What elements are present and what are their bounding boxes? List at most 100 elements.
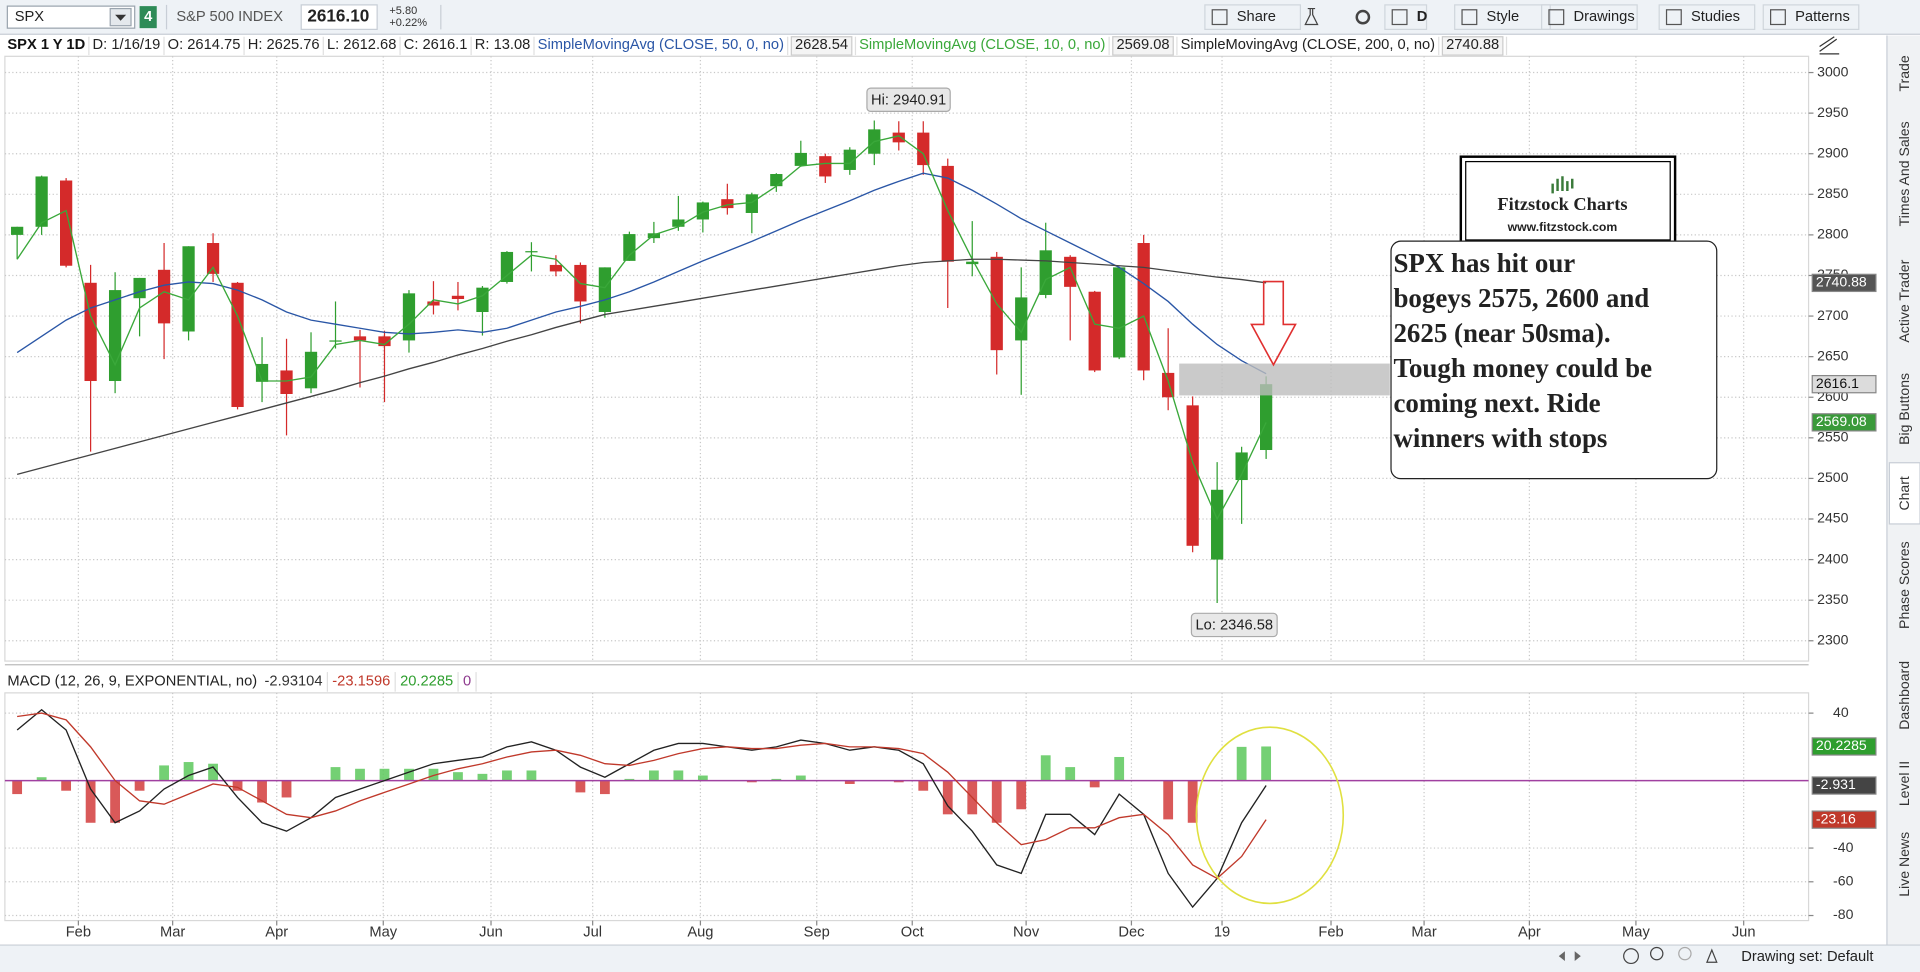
candle-body <box>476 287 489 313</box>
info-item: SimpleMovingAvg (CLOSE, 10, 0, no) <box>859 37 1105 53</box>
zoom-out-icon[interactable] <box>1678 946 1692 961</box>
histogram-bar <box>502 770 512 781</box>
x-tick-label: Sep <box>804 925 830 941</box>
crosshair-icon[interactable] <box>1623 948 1639 965</box>
histogram-bar <box>159 765 169 781</box>
toolbar-button[interactable] <box>1541 4 1638 30</box>
status-bar <box>0 945 1920 972</box>
candle-body <box>353 336 367 341</box>
note-line: 2625 (near 50sma). <box>1393 318 1610 348</box>
sidebar-tab[interactable]: Trade <box>1896 55 1912 91</box>
last-box <box>300 4 378 30</box>
dropdown-arrow <box>115 14 127 21</box>
highlight-circle <box>1195 726 1345 905</box>
change-pct: +0.22% <box>389 17 427 29</box>
y-tick-label: -80 <box>1833 906 1854 922</box>
toolbar-button-label: Share <box>1237 9 1276 25</box>
candle-body <box>819 156 832 177</box>
info-item: SimpleMovingAvg (CLOSE, 50, 0, no) <box>538 37 784 53</box>
logo-url: www.fitzstock.com <box>1507 220 1618 234</box>
sidebar-tab[interactable]: Active Trader <box>1896 259 1912 342</box>
toolbar-button-label: Patterns <box>1795 9 1850 25</box>
info-item: H: 2625.76 <box>248 37 320 53</box>
histogram-bar <box>893 780 904 783</box>
toolbar-button[interactable] <box>1658 4 1756 30</box>
x-tick-label: Feb <box>66 925 91 941</box>
candle-body <box>966 261 979 265</box>
info-item: SPX 1 Y 1D <box>7 37 85 53</box>
sidebar-tab[interactable]: Dashboard <box>1896 661 1912 730</box>
info-item: L: 2612.68 <box>327 37 396 53</box>
drawing-tool-icon[interactable] <box>1819 36 1840 55</box>
y-tick-label: -60 <box>1833 873 1854 889</box>
histogram-bar <box>673 770 684 781</box>
y-tick-label: 3000 <box>1817 63 1848 79</box>
sidebar-tab[interactable]: Big Buttons <box>1896 373 1912 445</box>
info-bar <box>0 35 1810 57</box>
candle-body <box>1186 405 1199 546</box>
histogram-bar <box>85 780 96 823</box>
histogram-bar <box>379 768 390 781</box>
candle-body <box>11 226 24 235</box>
sidebar-tab[interactable]: Live News <box>1896 832 1912 897</box>
toolbar-button[interactable] <box>1762 4 1860 30</box>
histogram-bar <box>183 762 194 781</box>
zoom-in-icon[interactable] <box>1650 946 1664 961</box>
histogram-bar <box>746 780 757 783</box>
sidebar-tab[interactable]: Level II <box>1896 761 1912 806</box>
note-line: coming next. Ride <box>1393 388 1600 418</box>
plot: 2740.88 2616.1 2569.08 20.2285 -2.931 -23.16 <box>4 120 1877 909</box>
low-label-box <box>1190 612 1278 638</box>
candle-body <box>794 152 807 166</box>
histogram-bar <box>1187 780 1198 823</box>
info-value-box <box>790 36 853 56</box>
indicator-line <box>16 708 1267 909</box>
candle-body <box>255 363 269 382</box>
y-tick-label: 2350 <box>1817 591 1848 607</box>
note-line: SPX has hit our <box>1393 248 1575 278</box>
sidebar-tab[interactable]: Times And Sales <box>1896 121 1912 226</box>
drawing-set[interactable]: Drawing set: Default <box>1741 949 1873 965</box>
resistance-zone <box>1179 363 1390 396</box>
x-tick-label: May <box>369 925 397 941</box>
button-icon <box>1211 9 1228 26</box>
histogram-bar <box>12 780 23 795</box>
y-tick-label: 2500 <box>1817 469 1848 485</box>
value-tag-label: -23.16 <box>1816 810 1856 826</box>
histogram-bar <box>697 775 708 781</box>
gear-icon[interactable] <box>1355 9 1371 25</box>
button-icon <box>1548 9 1565 26</box>
info-items: SPX 1 Y 1D D: 1/16/19 O: 2614.75 H: 2625.76… <box>7 36 1508 56</box>
candle-body <box>892 132 905 143</box>
badge[interactable] <box>139 6 157 29</box>
x-tick-label: Jun <box>1732 925 1756 941</box>
candle-body <box>157 269 171 324</box>
flask-icon[interactable] <box>1304 7 1319 26</box>
sidebar-tab[interactable]: Chart <box>1896 476 1912 510</box>
panel-title: MACD (12, 26, 9, EXPONENTIAL, no) <box>7 674 257 690</box>
button-icon <box>1461 9 1478 26</box>
histogram-bar <box>36 777 47 781</box>
panel-value: -23.1596 <box>332 674 390 690</box>
scroll-arrows[interactable] <box>1558 951 1581 961</box>
candle-body <box>917 132 930 166</box>
candle-body <box>1260 384 1273 451</box>
toolbar-button[interactable] <box>1204 4 1302 30</box>
histogram-bar <box>1236 746 1247 781</box>
value-tag <box>1811 273 1877 293</box>
toolbar-button[interactable] <box>1454 4 1551 30</box>
x-tick-label: Mar <box>1411 925 1436 941</box>
candle-body <box>1064 256 1077 287</box>
logo-inner-box <box>1465 160 1671 241</box>
candle-body <box>1113 267 1126 358</box>
logo-box <box>1459 155 1677 247</box>
y-tick-label: 2850 <box>1817 185 1848 201</box>
toolbar-button[interactable] <box>1384 4 1428 30</box>
symbol-box[interactable] <box>6 5 136 29</box>
candle-body <box>280 370 293 394</box>
description: S&P 500 INDEX <box>176 9 283 25</box>
indicator-line <box>16 172 1267 375</box>
sidebar-tab[interactable]: Phase Scores <box>1896 541 1912 629</box>
pan-icon[interactable] <box>1706 948 1718 963</box>
info-value-box <box>1112 36 1174 56</box>
